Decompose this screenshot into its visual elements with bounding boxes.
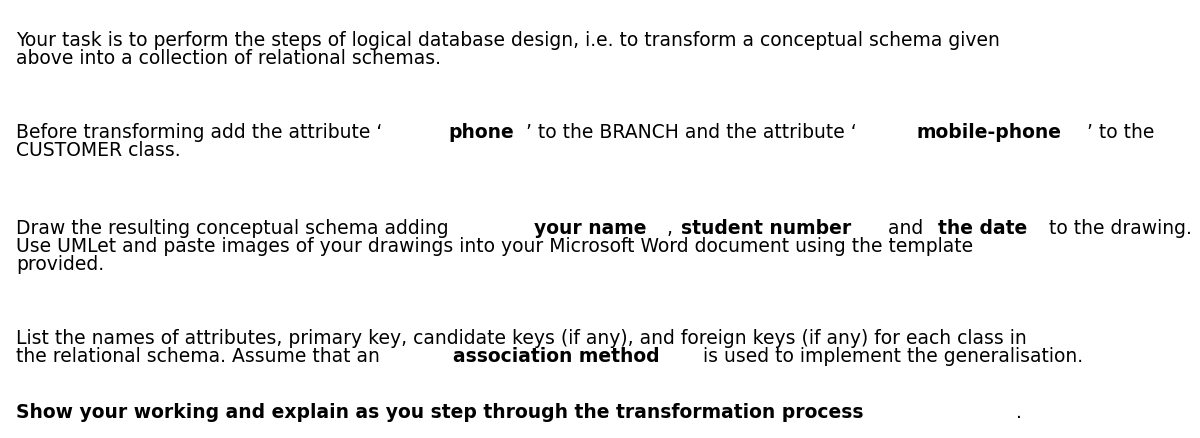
Text: Your task is to perform the steps of logical database design, i.e. to transform : Your task is to perform the steps of log… bbox=[17, 31, 1001, 49]
Text: the date: the date bbox=[937, 219, 1027, 238]
Text: List the names of attributes, primary key, candidate keys (if any), and foreign : List the names of attributes, primary ke… bbox=[17, 328, 1027, 347]
Text: Before transforming add the attribute ‘: Before transforming add the attribute ‘ bbox=[17, 123, 383, 141]
Text: is used to implement the generalisation.: is used to implement the generalisation. bbox=[697, 347, 1082, 366]
Text: and: and bbox=[882, 219, 929, 238]
Text: ,: , bbox=[667, 219, 679, 238]
Text: association method: association method bbox=[452, 347, 660, 366]
Text: your name: your name bbox=[534, 219, 647, 238]
Text: mobile-phone: mobile-phone bbox=[917, 123, 1061, 141]
Text: Use UMLet and paste images of your drawings into your Microsoft Word document us: Use UMLet and paste images of your drawi… bbox=[17, 237, 973, 256]
Text: ’ to the: ’ to the bbox=[1087, 123, 1154, 141]
Text: Show your working and explain as you step through the transformation process: Show your working and explain as you ste… bbox=[17, 403, 864, 422]
Text: phone: phone bbox=[449, 123, 515, 141]
Text: .: . bbox=[1016, 403, 1022, 422]
Text: student number: student number bbox=[680, 219, 851, 238]
Text: the relational schema. Assume that an: the relational schema. Assume that an bbox=[17, 347, 386, 366]
Text: CUSTOMER class.: CUSTOMER class. bbox=[17, 141, 181, 160]
Text: to the drawing.: to the drawing. bbox=[1043, 219, 1192, 238]
Text: ’ to the BRANCH and the attribute ‘: ’ to the BRANCH and the attribute ‘ bbox=[526, 123, 857, 141]
Text: Draw the resulting conceptual schema adding: Draw the resulting conceptual schema add… bbox=[17, 219, 455, 238]
Text: provided.: provided. bbox=[17, 255, 104, 275]
Text: above into a collection of relational schemas.: above into a collection of relational sc… bbox=[17, 49, 442, 68]
